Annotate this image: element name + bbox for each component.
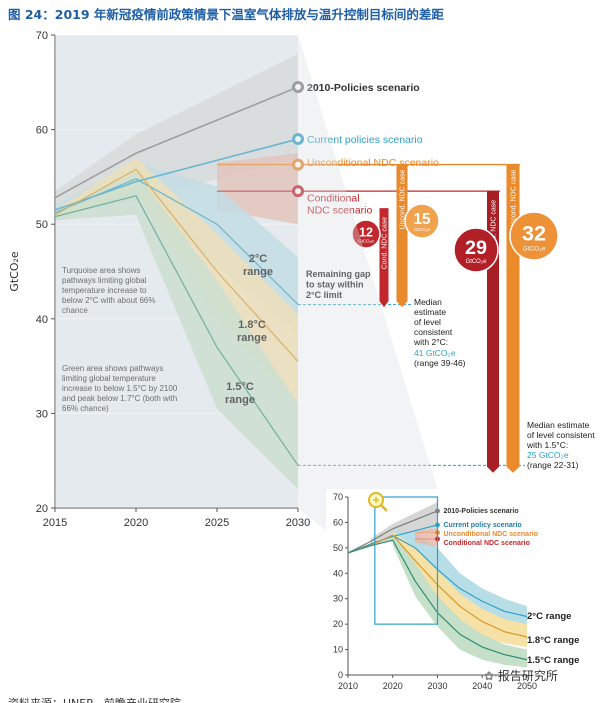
watermark-label: 报告研究所 [497,669,558,683]
green-area-note: Green area shows pathways limiting global… [62,364,178,413]
gap-bar-label: Cond. NDC case [491,200,498,253]
inset-legend-label: Current policy scenario [444,522,522,529]
green-area-15c [55,172,298,490]
gap-bar-label: Cond. NDC case [382,217,389,270]
series-line [54,86,299,199]
gap-bar-cond-2c [379,208,389,308]
turquoise-area-2c [55,162,298,333]
inset-series-line [347,510,438,554]
scenario-label: Conditional NDC scenario [307,193,373,217]
inset-x-tick-label: 2050 [517,681,537,691]
inset-legend-label: 2010-Policies scenario [444,508,519,515]
inset-x-tick-label: 2020 [383,681,403,691]
gap-bubble-12 [351,219,381,249]
gap-bubble-32 [509,211,559,261]
inset-y-tick-label: 40 [333,568,343,578]
zoom-projection-wedge [55,35,440,623]
remaining-gap-label: Remaining gap to stay within 2°C limit [306,269,371,300]
scenario-label: Current policies scenario [307,134,423,146]
inset-x-tick-label: 2010 [338,681,358,691]
y-tick-label: 60 [36,125,48,137]
inset-y-tick-label: 0 [338,670,343,680]
gap-unit: GtCO₂e [466,259,487,265]
gap-value: 29 [465,237,487,259]
gap-bubble-15 [404,203,440,239]
yellow-area-18c [55,157,298,404]
inset-range-label: 1.5°C range [527,655,579,666]
median-15c-text: Median estimate of level consistent with 1… [526,420,595,450]
y-axis-label: GtCO₂e [8,251,21,292]
inset-range-label: 1.8°C range [527,635,579,646]
inset-y-tick-label: 50 [333,543,343,553]
inset-y-tick-label: 30 [333,594,343,604]
x-tick-label: 2015 [43,517,67,529]
inset-legend-label: Unconditional NDC scenario [444,531,539,538]
y-tick-label: 40 [36,314,48,326]
range-label: 1.8°C range [237,319,267,344]
inset-x-tick-label: 2030 [427,681,447,691]
median-15c-range: (range 22-31) [527,460,579,470]
gap-unit: GtCO₂e [358,238,374,243]
median-2c-range: (range 39-46) [414,358,466,368]
wechat-icon: ✿· [484,669,498,683]
figure-title: 图 24：2019 年新冠疫情前政策情景下温室气体排放与温升控制目标间的差距 [8,7,444,22]
inset-yellow-band [392,531,527,648]
series-line [54,195,299,466]
range-label: 1.5°C range [225,381,255,406]
inset-legend-label: Conditional NDC scenario [444,540,530,547]
gap-value: 15 [413,211,431,228]
x-tick-label: 2025 [205,517,229,529]
inset-range-label: 2°C range [527,611,571,622]
inset-turquoise-band [392,530,527,627]
scenario-marker-center [295,84,301,91]
range-label: 2°C range [243,253,273,278]
series-line [54,178,299,306]
gap-bubble-29 [453,227,499,273]
median-2c-value: 41 GtCO₂e [414,348,456,358]
series-line [54,138,299,211]
gap-bar-uncond-2c [396,164,408,308]
x-tick-label: 2020 [124,517,148,529]
gap-value: 12 [359,226,373,240]
source-note: 资料来源：UNEP，前瞻产业研究院 [8,695,181,703]
magnifier-handle [380,504,388,512]
inset-x-tick-label: 2040 [472,681,492,691]
inset-y-tick-label: 20 [333,619,343,629]
gap-unit: GtCO₂e [414,227,430,232]
median-15c-value: 25 GtCO₂e [527,450,569,460]
scenario-marker-center [295,136,301,143]
x-tick-label: 2030 [286,517,310,529]
inset-y-tick-label: 10 [333,645,343,655]
gap-bar-label: Uncond. NDC case [511,170,518,230]
y-tick-label: 30 [36,408,48,420]
median-2c-text: Median estimate of level consistent with 2°C… [413,297,453,347]
series-line [54,168,299,362]
y-tick-label: 20 [36,503,48,515]
gap-bar-label: Uncond. NDC case [400,170,407,230]
turquoise-area-note: Turquoise area shows pathways limiting gl… [62,266,155,315]
watermark-text: ✿·报告研究所 [484,667,558,684]
scenario-marker-center [295,161,301,168]
gap-value: 32 [522,220,546,245]
scenario-marker-center [295,188,301,195]
inset-zoom-rectangle [374,496,439,625]
y-tick-label: 50 [36,219,48,231]
inset-ndc-band [415,528,438,547]
inset-y-tick-label: 60 [333,517,343,527]
y-tick-label: 70 [36,30,48,42]
scenario-label: 2010-Policies scenario [307,82,420,94]
inset-green-band [392,533,527,668]
inset-y-tick-label: 70 [333,492,343,502]
gap-unit: GtCO₂e [523,245,546,252]
